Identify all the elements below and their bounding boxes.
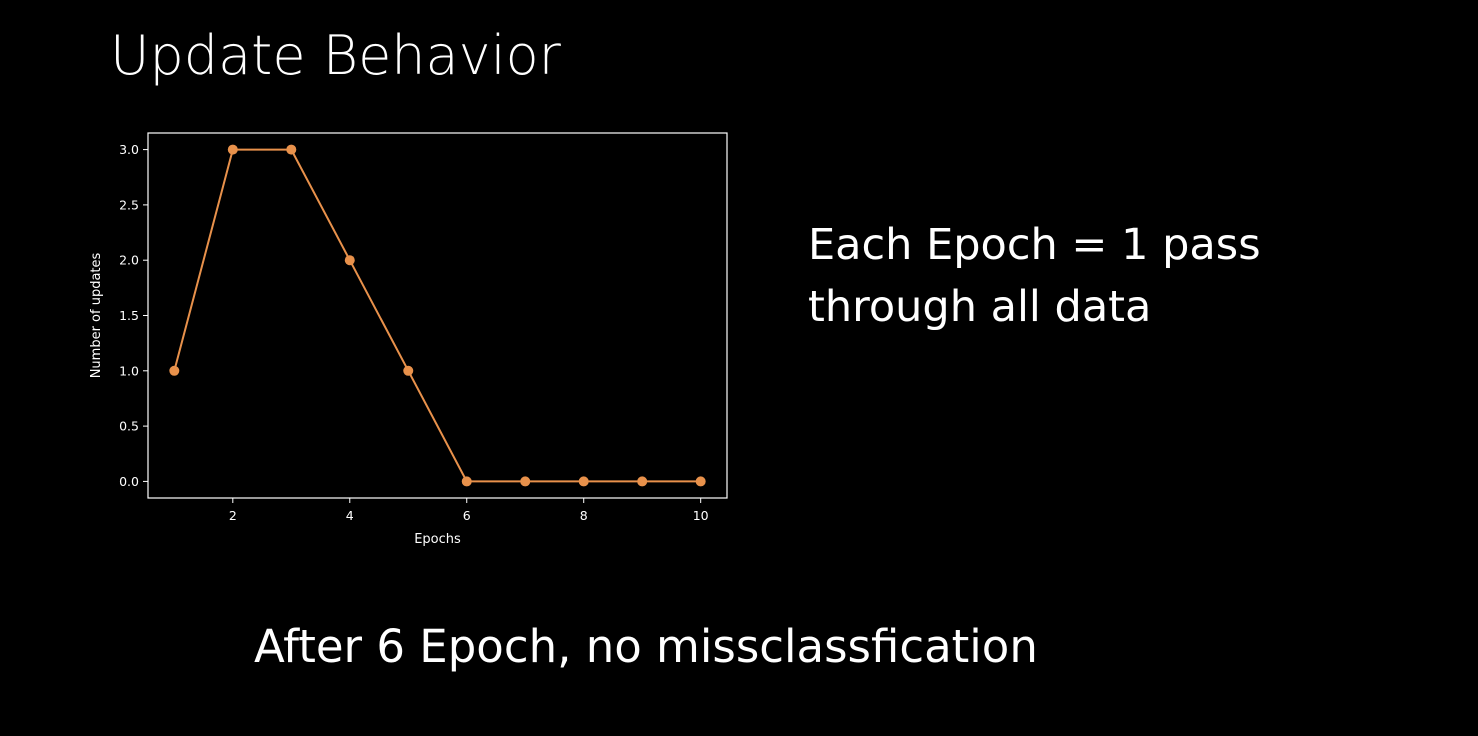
- data-point: [695, 476, 706, 487]
- data-point: [344, 255, 355, 266]
- data-point: [637, 476, 648, 487]
- data-point: [520, 476, 531, 487]
- y-tick-label: 0.5: [119, 419, 139, 434]
- data-point: [286, 144, 297, 155]
- epoch-note: Each Epoch = 1 pass through all data: [808, 214, 1261, 338]
- y-axis-label: Number of updates: [89, 252, 104, 378]
- data-point: [461, 476, 472, 487]
- y-axis-ticks: 0.0 0.5 1.0 1.5 2.0 2.5 3.0: [119, 142, 148, 489]
- data-points: [169, 144, 706, 487]
- data-point: [169, 365, 180, 376]
- y-tick-label: 0.0: [119, 474, 139, 489]
- chart-container: 0.0 0.5 1.0 1.5 2.0 2.5 3.0 2 4 6 8 10 Epochs Numb…: [80, 122, 740, 562]
- x-tick-label: 8: [580, 508, 588, 523]
- conclusion-note: After 6 Epoch, no missclassfication: [254, 620, 1038, 673]
- epoch-note-line-1: Each Epoch = 1 pass: [808, 220, 1261, 270]
- x-tick-label: 2: [229, 508, 237, 523]
- y-tick-label: 3.0: [119, 142, 139, 157]
- data-point: [403, 365, 414, 376]
- x-axis-label: Epochs: [414, 532, 461, 547]
- x-tick-label: 4: [346, 508, 354, 523]
- y-tick-label: 2.0: [119, 253, 139, 268]
- epoch-note-line-2: through all data: [808, 282, 1152, 332]
- plot-frame: [147, 132, 728, 499]
- y-tick-label: 1.5: [119, 308, 139, 323]
- y-tick-label: 1.0: [119, 363, 139, 378]
- series-line: [173, 148, 701, 483]
- x-axis-ticks: 2 4 6 8 10: [229, 498, 709, 523]
- data-point: [578, 476, 589, 487]
- line-chart: 0.0 0.5 1.0 1.5 2.0 2.5 3.0 2 4 6 8 10 Epochs Numb…: [89, 132, 728, 547]
- slide-title: Update Behavior: [110, 24, 561, 87]
- x-tick-label: 6: [463, 508, 471, 523]
- y-tick-label: 2.5: [119, 197, 139, 212]
- data-point: [227, 144, 238, 155]
- x-tick-label: 10: [693, 508, 709, 523]
